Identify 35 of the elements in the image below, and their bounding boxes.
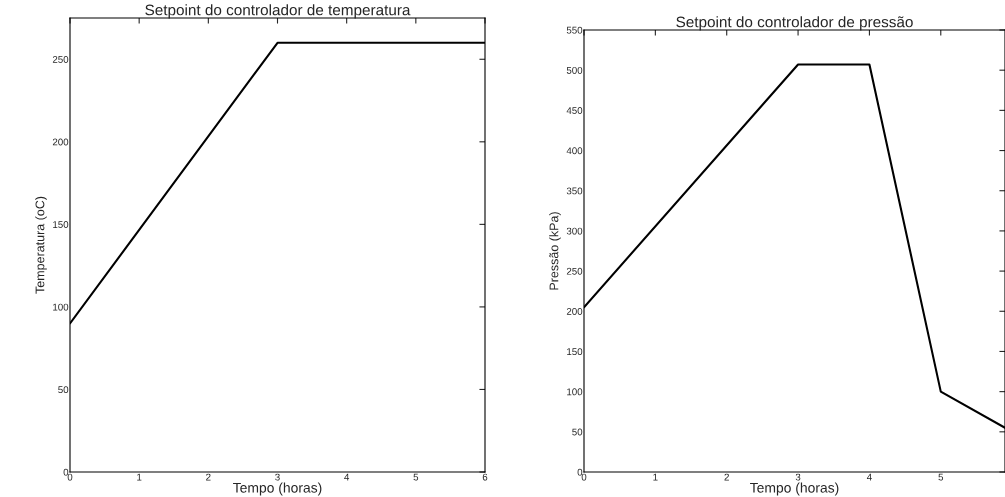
x-tick-label: 5 — [938, 473, 944, 481]
y-tick-label: 550 — [566, 26, 583, 34]
y-tick-label: 150 — [567, 348, 583, 356]
y-axis-title: Temperatura (oC) — [35, 196, 47, 294]
x-tick-label: 4 — [866, 473, 872, 481]
y-tick-label: 300 — [566, 227, 583, 235]
x-axis-title: Tempo (horas) — [750, 482, 839, 496]
x-tick-label: 1 — [653, 473, 658, 481]
y-tick-label: 50 — [572, 428, 583, 436]
y-tick-label: 250 — [566, 267, 583, 275]
y-axis-title: Pressão (kPa) — [549, 212, 561, 290]
y-tick-label: 200 — [52, 138, 69, 146]
x-tick-label: 6 — [482, 473, 488, 481]
y-tick-label: 0 — [63, 468, 69, 476]
y-tick-label: 450 — [566, 107, 583, 114]
x-tick-label: 4 — [344, 473, 350, 481]
x-tick-label: 3 — [275, 473, 280, 481]
y-tick-label: 400 — [566, 147, 583, 155]
x-tick-label: 2 — [724, 473, 729, 481]
y-tick-label: 350 — [566, 187, 583, 195]
x-tick-label: 1 — [137, 473, 142, 481]
y-tick-label: 100 — [567, 388, 583, 396]
y-tick-label: 0 — [577, 468, 583, 476]
y-tick-label: 150 — [53, 221, 69, 228]
x-tick-label: 3 — [795, 473, 801, 481]
y-tick-label: 250 — [52, 56, 69, 63]
chart-title: Setpoint do controlador de pressão — [676, 16, 913, 31]
y-tick-label: 50 — [58, 386, 69, 394]
y-tick-label: 500 — [566, 66, 583, 74]
x-tick-label: 5 — [413, 473, 419, 481]
chart-title: Setpoint do controlador de temperatura — [145, 4, 411, 19]
y-tick-label: 200 — [566, 308, 583, 315]
x-axis-title: Tempo (horas) — [233, 482, 322, 496]
x-tick-label: 2 — [206, 473, 211, 481]
y-tick-label: 100 — [53, 303, 69, 311]
